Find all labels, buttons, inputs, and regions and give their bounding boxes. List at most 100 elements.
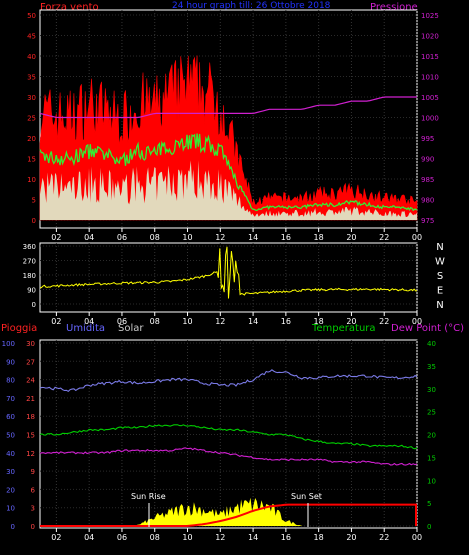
x-tick-label: 20 [346,533,356,542]
direction-tick-label: 270 [23,258,36,266]
sun-set-label: Sun Set [291,492,322,501]
pressure-tick-label: 990 [421,156,434,164]
wind-tick-label: 10 [27,176,36,184]
x-tick-label: 10 [182,233,192,242]
rain-line [40,503,417,527]
x-tick-label: 04 [84,233,94,242]
rain-tick-label: 21 [26,395,35,403]
x-tick-label: 00 [412,233,422,242]
wind-x-axis: 02 04 06 08 10 12 14 16 18 20 22 00 [51,228,422,242]
humidity-x-axis: 02 04 06 08 10 12 14 16 18 20 22 00 [51,528,422,542]
direction-tick-label: 180 [23,272,36,280]
pressure-tick-label: 995 [421,135,434,143]
rain-axis-ticks: 0 3 6 9 12 15 18 21 24 27 30 [26,340,35,531]
rain-tick-label: 6 [31,486,36,494]
direction-plot-frame [39,242,418,313]
dewpoint-title: Dew Point (°C) [391,323,464,334]
rain-tick-label: 24 [26,377,35,385]
x-tick-label: 16 [281,233,291,242]
wind-series [39,55,418,221]
pressure-title: Pressione [370,2,418,13]
x-tick-label: 04 [84,533,94,542]
humidity-tick-label: 50 [6,432,15,440]
x-tick-label: 08 [150,233,160,242]
x-tick-label: 12 [215,317,225,326]
humidity-tick-label: 30 [6,468,15,476]
wind-pressure-panel: Forza vento 24 hour graph till: 26 Ottob… [27,1,439,242]
direction-series [39,246,418,299]
x-tick-label: 14 [248,533,258,542]
x-tick-label: 22 [379,233,389,242]
rain-tick-label: 3 [31,505,35,513]
wind-tick-label: 50 [27,12,36,20]
humidity-tick-label: 10 [6,505,15,513]
direction-x-axis: 02 04 06 08 10 12 14 16 18 20 22 00 [51,312,422,326]
humidity-tick-label: 70 [6,395,15,403]
humidity-plot-frame [39,339,418,529]
wind-tick-label: 35 [27,74,36,82]
wind-grid [40,10,418,228]
x-tick-label: 14 [248,233,258,242]
rain-title: Pioggia [1,323,37,334]
direction-tick-label: 90 [27,287,36,295]
wind-min-area [40,160,417,220]
graph-title: 24 hour graph till: 26 Ottobre 2018 [172,1,331,11]
direction-tick-label: 0 [32,301,36,309]
pressure-tick-label: 1005 [421,94,439,102]
temperature-axis-ticks: 0 5 10 15 20 25 30 35 40 [427,340,436,531]
x-tick-label: 02 [51,233,61,242]
pressure-tick-label: 1010 [421,74,439,82]
humidity-tick-label: 80 [6,377,15,385]
x-tick-label: 18 [314,233,324,242]
x-tick-label: 12 [215,233,225,242]
direction-axis-ticks: 0 90 180 270 360 [23,243,36,309]
compass-label: E [437,286,443,297]
humidity-title: Umidita [66,323,105,334]
wind-tick-label: 5 [32,197,36,205]
wind-axis-ticks: 0 5 10 15 20 25 30 35 40 45 50 [27,12,36,225]
wind-tick-label: 40 [27,53,36,61]
humidity-tick-label: 0 [11,523,15,531]
wind-plot-frame [39,9,418,229]
direction-grid [40,243,418,312]
temperature-tick-label: 40 [427,340,436,348]
pressure-tick-label: 1015 [421,53,439,61]
pressure-tick-label: 1020 [421,33,439,41]
x-tick-label: 08 [150,533,160,542]
humidity-tick-label: 100 [2,340,15,348]
x-tick-label: 18 [314,533,324,542]
x-tick-label: 20 [346,317,356,326]
humidity-tick-label: 60 [6,413,15,421]
x-tick-label: 12 [215,533,225,542]
pressure-tick-label: 975 [421,217,434,225]
x-tick-label: 22 [379,533,389,542]
rain-tick-label: 30 [26,340,35,348]
rain-tick-label: 9 [31,468,35,476]
compass-label: N [436,300,443,311]
x-tick-label: 06 [117,233,127,242]
rain-tick-label: 27 [26,358,35,366]
x-tick-label: 02 [51,317,61,326]
x-tick-label: 14 [248,317,258,326]
wind-tick-label: 15 [27,156,36,164]
temperature-tick-label: 5 [427,500,431,508]
solar-title: Solar [118,323,144,334]
wind-avg-line [39,133,418,212]
direction-line [39,246,418,299]
humidity-line [39,369,418,392]
x-tick-label: 22 [379,317,389,326]
temperature-tick-label: 25 [427,409,436,417]
rain-tick-label: 0 [31,523,35,531]
x-tick-label: 02 [51,533,61,542]
x-tick-label: 00 [412,317,422,326]
x-tick-label: 04 [84,317,94,326]
wind-tick-label: 20 [27,135,36,143]
x-tick-label: 16 [281,533,291,542]
wind-tick-label: 45 [27,33,36,41]
rain-tick-label: 15 [26,432,35,440]
pressure-tick-label: 985 [421,176,434,184]
pressure-line [39,96,417,119]
